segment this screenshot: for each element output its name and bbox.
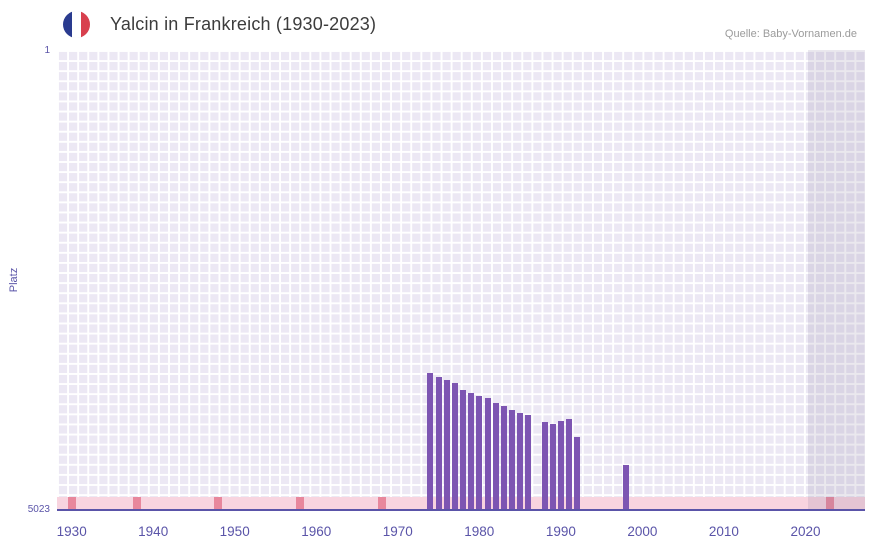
bar-1974[interactable] <box>427 373 434 511</box>
bar-1986[interactable] <box>525 415 532 511</box>
recent-years-band <box>807 50 865 511</box>
x-tick-1930: 1930 <box>56 524 87 539</box>
flag-red-stripe <box>81 11 90 38</box>
x-tick-1960: 1960 <box>301 524 332 539</box>
x-tick-2010: 2010 <box>708 524 739 539</box>
bar-1976[interactable] <box>443 379 450 511</box>
strip-mark-1948 <box>214 497 223 509</box>
flag-white-stripe <box>72 11 81 38</box>
bar-1975[interactable] <box>435 376 442 511</box>
france-flag-icon <box>63 11 90 38</box>
bar-1985[interactable] <box>517 412 524 511</box>
bar-1979[interactable] <box>468 393 475 511</box>
bar-1983[interactable] <box>500 405 507 511</box>
x-tick-2000: 2000 <box>627 524 658 539</box>
x-tick-1980: 1980 <box>464 524 495 539</box>
flag-blue-stripe <box>63 11 72 38</box>
x-tick-1940: 1940 <box>138 524 169 539</box>
strip-mark-1938 <box>132 497 141 509</box>
bar-1982[interactable] <box>492 403 499 511</box>
bar-1980[interactable] <box>476 395 483 511</box>
bar-1988[interactable] <box>541 422 548 511</box>
bar-1989[interactable] <box>549 424 556 511</box>
bar-1998[interactable] <box>623 464 630 511</box>
bar-1991[interactable] <box>566 418 572 511</box>
x-axis-baseline <box>57 509 865 511</box>
y-axis-tick-top: 1 <box>44 45 50 56</box>
bar-1990[interactable] <box>557 421 564 511</box>
y-axis-label: Platz <box>8 267 20 293</box>
bar-1984[interactable] <box>509 410 515 511</box>
strip-mark-1958 <box>296 497 304 509</box>
bar-1992[interactable] <box>574 436 581 511</box>
strip-mark-2023 <box>825 497 834 509</box>
plot-area <box>57 50 865 511</box>
x-tick-1950: 1950 <box>219 524 250 539</box>
x-tick-1970: 1970 <box>382 524 413 539</box>
strip-mark-1968 <box>377 497 386 509</box>
bar-1977[interactable] <box>451 383 458 511</box>
source-credit: Quelle: Baby-Vornamen.de <box>724 28 857 40</box>
bar-1981[interactable] <box>484 398 491 511</box>
bar-1978[interactable] <box>460 390 466 511</box>
strip-mark-1930 <box>67 497 76 509</box>
x-tick-2020: 2020 <box>790 524 821 539</box>
y-axis-tick-bottom: 5023 <box>27 504 50 515</box>
x-tick-1990: 1990 <box>545 524 576 539</box>
chart-title: Yalcin in Frankreich (1930-2023) <box>110 14 377 34</box>
